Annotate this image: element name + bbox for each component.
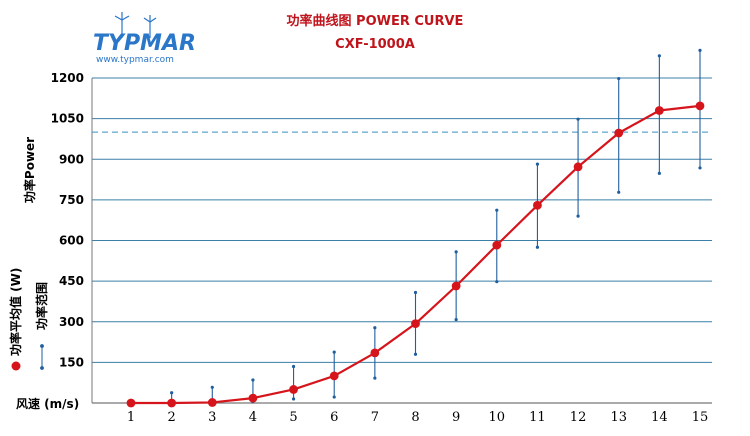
x-tick-label: 2 bbox=[168, 410, 176, 425]
logo-brand-text: TYPMAR bbox=[93, 31, 196, 56]
x-tick-label: 4 bbox=[249, 410, 257, 425]
data-point bbox=[329, 371, 339, 381]
x-tick-label: 11 bbox=[529, 410, 546, 425]
data-point bbox=[370, 348, 380, 358]
legend-avg-marker bbox=[11, 361, 21, 371]
y-tick-label: 1050 bbox=[51, 112, 84, 126]
chart-title: 功率曲线图 POWER CURVE bbox=[287, 13, 464, 29]
chart-subtitle: CXF-1000A bbox=[335, 37, 415, 52]
legend-avg-label: 功率平均值 (W) bbox=[8, 268, 23, 356]
data-point bbox=[207, 398, 217, 407]
data-point bbox=[126, 398, 136, 408]
data-point bbox=[533, 200, 542, 210]
y-tick-label: 450 bbox=[59, 274, 84, 288]
y-tick-labels: 150 300 450 600 750 900 1050 1200 bbox=[51, 71, 84, 369]
data-point bbox=[451, 281, 461, 291]
x-tick-label: 1 bbox=[127, 410, 135, 425]
x-tick-labels: 1 2 3 4 5 6 7 8 9 10 11 12 13 14 15 bbox=[127, 410, 708, 425]
power-average-series-line bbox=[131, 104, 701, 405]
y-tick-label: 1200 bbox=[51, 71, 84, 85]
wind-turbine-icon bbox=[114, 12, 157, 38]
x-tick-label: 13 bbox=[610, 410, 627, 425]
power-average-line bbox=[131, 104, 701, 405]
y-tick-label: 300 bbox=[59, 315, 84, 329]
data-point bbox=[614, 128, 624, 138]
y-tick-label: 600 bbox=[59, 234, 84, 248]
data-point bbox=[167, 398, 177, 408]
x-tick-label: 6 bbox=[330, 410, 338, 425]
power-average-markers bbox=[126, 101, 705, 408]
data-point bbox=[695, 101, 705, 111]
legend: 功率平均值 (W) 功率范围 bbox=[8, 268, 49, 371]
legend-range-label: 功率范围 bbox=[34, 282, 49, 330]
x-tick-label: 9 bbox=[452, 410, 460, 425]
data-point bbox=[289, 385, 298, 394]
x-tick-label: 7 bbox=[371, 410, 379, 425]
data-point bbox=[654, 106, 664, 115]
x-tick-label: 3 bbox=[208, 410, 216, 425]
x-tick-label: 5 bbox=[289, 410, 297, 425]
x-tick-label: 8 bbox=[411, 410, 419, 425]
y-tick-label: 900 bbox=[59, 152, 84, 166]
x-axis-label: 风速 (m/s) bbox=[16, 396, 79, 411]
power-range-bars bbox=[170, 48, 702, 405]
y-axis-label: 功率Power bbox=[22, 137, 37, 203]
logo-url-text: www.typmar.com bbox=[96, 55, 174, 65]
data-point bbox=[411, 319, 420, 329]
typmar-logo: TYPMAR www.typmar.com bbox=[93, 12, 196, 65]
y-tick-label: 150 bbox=[59, 355, 84, 369]
data-point bbox=[573, 162, 583, 172]
y-tick-label: 750 bbox=[59, 193, 84, 207]
grid-lines bbox=[91, 77, 712, 404]
range-bar bbox=[291, 364, 296, 401]
x-tick-label: 15 bbox=[692, 410, 709, 425]
x-tick-label: 14 bbox=[651, 410, 668, 425]
x-tick-label: 10 bbox=[489, 410, 506, 425]
legend-range-marker bbox=[40, 344, 44, 370]
data-point bbox=[492, 240, 502, 250]
data-point bbox=[248, 393, 258, 403]
x-tick-label: 12 bbox=[570, 410, 587, 425]
